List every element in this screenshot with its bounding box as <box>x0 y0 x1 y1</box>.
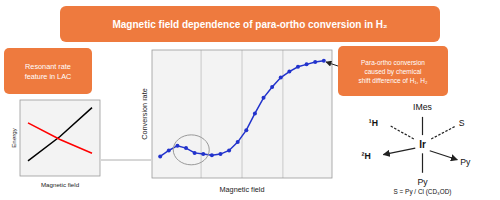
y-axis-label: Energy <box>10 127 17 148</box>
point <box>262 96 266 100</box>
grid-line <box>201 50 202 178</box>
series-line <box>28 108 92 161</box>
marks <box>28 108 92 161</box>
point <box>253 111 257 115</box>
marks <box>158 59 326 159</box>
point <box>322 59 326 63</box>
structure-label: IMes <box>413 102 432 112</box>
bond <box>431 126 456 139</box>
point <box>287 70 291 74</box>
point <box>184 146 188 150</box>
plot-area <box>152 50 332 178</box>
point <box>167 148 171 152</box>
point <box>270 85 274 89</box>
point <box>313 60 317 64</box>
point <box>227 148 231 152</box>
highlight-ellipse <box>173 135 209 165</box>
series-line <box>28 123 92 153</box>
structure-label: Ir <box>419 139 426 150</box>
point <box>244 128 248 132</box>
annotation: Para-ortho conversioncaused by chemicals… <box>359 59 428 84</box>
structure-label: ¹H <box>369 118 378 128</box>
point <box>210 153 214 157</box>
y-axis-label: Conversion rate <box>140 88 149 140</box>
structure-label: Py <box>460 157 471 167</box>
figure: Magnetic field dependence of para-ortho … <box>0 0 500 200</box>
series-line <box>160 61 324 157</box>
bond <box>430 151 458 160</box>
title: Magnetic field dependence of para-ortho … <box>112 19 387 30</box>
bond <box>422 117 423 135</box>
structure-label: ²H <box>362 151 371 161</box>
point <box>218 152 222 156</box>
title-box <box>60 6 440 42</box>
note-box <box>4 48 92 94</box>
grid-line <box>242 50 243 178</box>
note-box <box>338 46 448 96</box>
structure-label: Py <box>417 177 428 187</box>
x-axis-label: Magnetic field <box>219 185 264 194</box>
point <box>201 152 205 156</box>
x-axis-label: Magnetic field <box>41 181 80 188</box>
point <box>305 62 309 66</box>
plot-frame <box>152 50 332 178</box>
plot-frame <box>20 100 100 176</box>
annotation: Resonant ratefeature in LAC <box>25 62 72 81</box>
bond <box>391 126 414 139</box>
point <box>279 76 283 80</box>
point <box>296 65 300 69</box>
connector <box>101 160 151 161</box>
structure-label: S = Py / Cl (CD₃OD) <box>394 188 452 196</box>
grid-line <box>282 50 283 178</box>
arrow <box>326 62 338 66</box>
point <box>175 144 179 148</box>
plot-area <box>20 100 100 176</box>
bond <box>383 148 415 155</box>
structure-label: S <box>459 118 465 128</box>
point <box>193 151 197 155</box>
point <box>158 154 162 158</box>
bond <box>422 153 423 173</box>
point <box>236 140 240 144</box>
